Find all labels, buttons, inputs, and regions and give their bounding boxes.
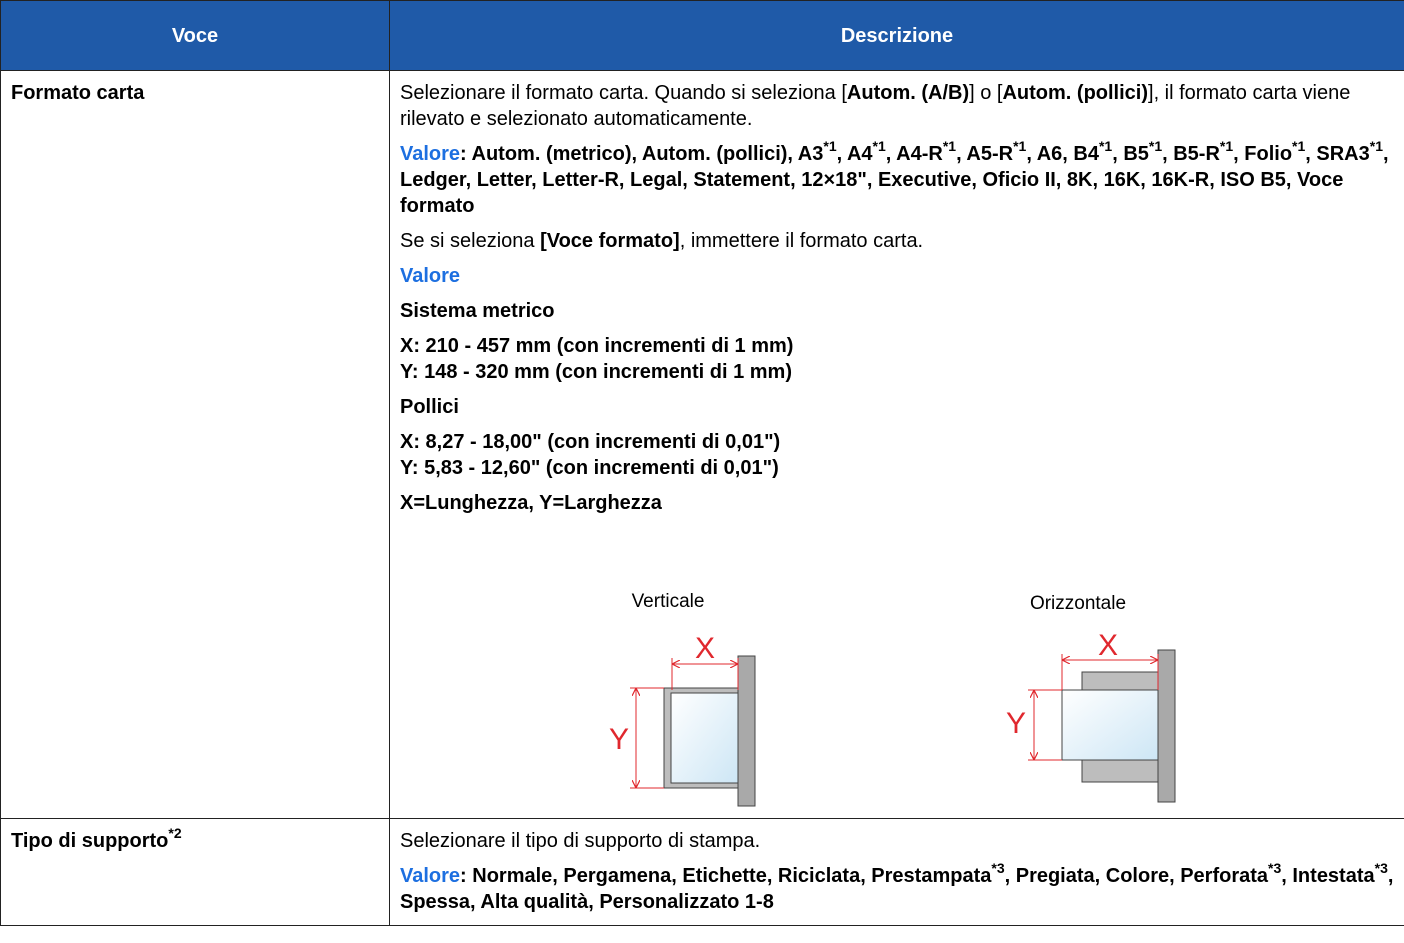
range-y: Y: 148 - 320 mm (con incrementi di 1 mm) (400, 361, 792, 383)
text-run: , Ledger, Letter, Letter-R, Legal, State… (400, 143, 1389, 217)
text-run: , A5-R (956, 143, 1014, 165)
text-run: ] o [ (969, 82, 1003, 104)
footnote-ref: *3 (1374, 860, 1388, 876)
row: Formato carta Selezionare il formato car… (0, 70, 1404, 819)
footnote-ref: *1 (1148, 138, 1163, 154)
footnote-ref: *1 (872, 138, 886, 154)
footnote-ref: *1 (942, 138, 957, 154)
footnote-ref: *1 (1219, 138, 1234, 154)
footnote-ref: *1 (1013, 138, 1027, 154)
footnote-ref: *1 (1292, 138, 1306, 154)
footnote-ref: *3 (1268, 860, 1282, 876)
text-run: Selezionare il formato carta. Quando si … (400, 82, 847, 104)
description-cell: Selezionare il formato carta. Quando si … (389, 70, 1404, 819)
emphasis: Autom. (A/B) (846, 82, 970, 104)
text-run: Formato carta (11, 82, 145, 104)
intro: Selezionare il formato carta. Quando si … (400, 80, 1394, 132)
custom-note: Se si seleziona [Voce formato], immetter… (400, 228, 1394, 254)
footnote-ref: *1 (1369, 138, 1383, 154)
text-run: Tipo di supporto (11, 830, 169, 852)
emphasis: [Voce formato] (540, 230, 680, 252)
item-cell: Tipo di supporto*2 (0, 818, 390, 926)
text-run: , Folio (1233, 143, 1293, 165)
text-run: Selezionare il tipo di supporto di stamp… (400, 830, 761, 852)
footnote-ref: *1 (823, 138, 837, 154)
header-cell: Voce (0, 0, 390, 71)
legend: X=Lunghezza, Y=Larghezza (400, 492, 662, 514)
text-run: , B5-R (1162, 143, 1220, 165)
item-cell: Formato carta (0, 70, 390, 819)
header-cell: Descrizione (389, 0, 1404, 71)
text-run: , A4-R (885, 143, 943, 165)
text-run: : Normale, Pergamena, Etichette, Ricicla… (460, 865, 992, 887)
values-list: : Autom. (metrico), Autom. (pollici), A3… (400, 139, 1389, 217)
text-run: , SRA3 (1305, 143, 1370, 165)
footnote-ref: *2 (168, 825, 182, 841)
inch-range: X: 8,27 - 18,00" (con incrementi di 0,01… (400, 429, 1394, 481)
text-run: , Intestata (1281, 865, 1375, 887)
intro: Selezionare il tipo di supporto di stamp… (400, 828, 1394, 854)
footnote-ref: *1 (1098, 138, 1113, 154)
text-run: , Pregiata, Colore, Perforata (1004, 865, 1269, 887)
range-x: X: 210 - 457 mm (con incrementi di 1 mm) (400, 335, 794, 357)
metric-range: X: 210 - 457 mm (con incrementi di 1 mm)… (400, 333, 1394, 385)
footnote-ref: *3 (991, 860, 1005, 876)
values: Valore: Normale, Pergamena, Etichette, R… (400, 861, 1394, 915)
emphasis: Autom. (pollici) (1002, 82, 1149, 104)
text-run: ], il formato carta viene rilevato e sel… (400, 82, 1351, 130)
range-y: Y: 5,83 - 12,60" (con incrementi di 0,01… (400, 457, 779, 479)
metric-title: Sistema metrico (400, 300, 555, 322)
row: Tipo di supporto*2 Selezionare il tipo d… (0, 818, 1404, 926)
values-label: Valore (400, 143, 461, 165)
text-run: , A4 (836, 143, 873, 165)
text-run: , Spessa, Alta qualità, Personalizzato 1… (400, 865, 1394, 913)
values-list: : Normale, Pergamena, Etichette, Ricicla… (400, 861, 1394, 913)
text-run: , immettere il formato carta. (679, 230, 924, 252)
values: Valore: Autom. (metrico), Autom. (pollic… (400, 139, 1394, 219)
text-run: Se si seleziona (400, 230, 541, 252)
header-row: Voce Descrizione (0, 0, 1404, 71)
text-run: , A6, B4 (1026, 143, 1099, 165)
inch-title: Pollici (400, 396, 459, 418)
text-run: , B5 (1112, 143, 1149, 165)
description-cell: Selezionare il tipo di supporto di stamp… (389, 818, 1404, 926)
range-x: X: 8,27 - 18,00" (con incrementi di 0,01… (400, 431, 781, 453)
custom-label: Valore (400, 265, 461, 287)
text-run: : Autom. (metrico), Autom. (pollici), A3 (460, 143, 824, 165)
values-label: Valore (400, 865, 461, 887)
